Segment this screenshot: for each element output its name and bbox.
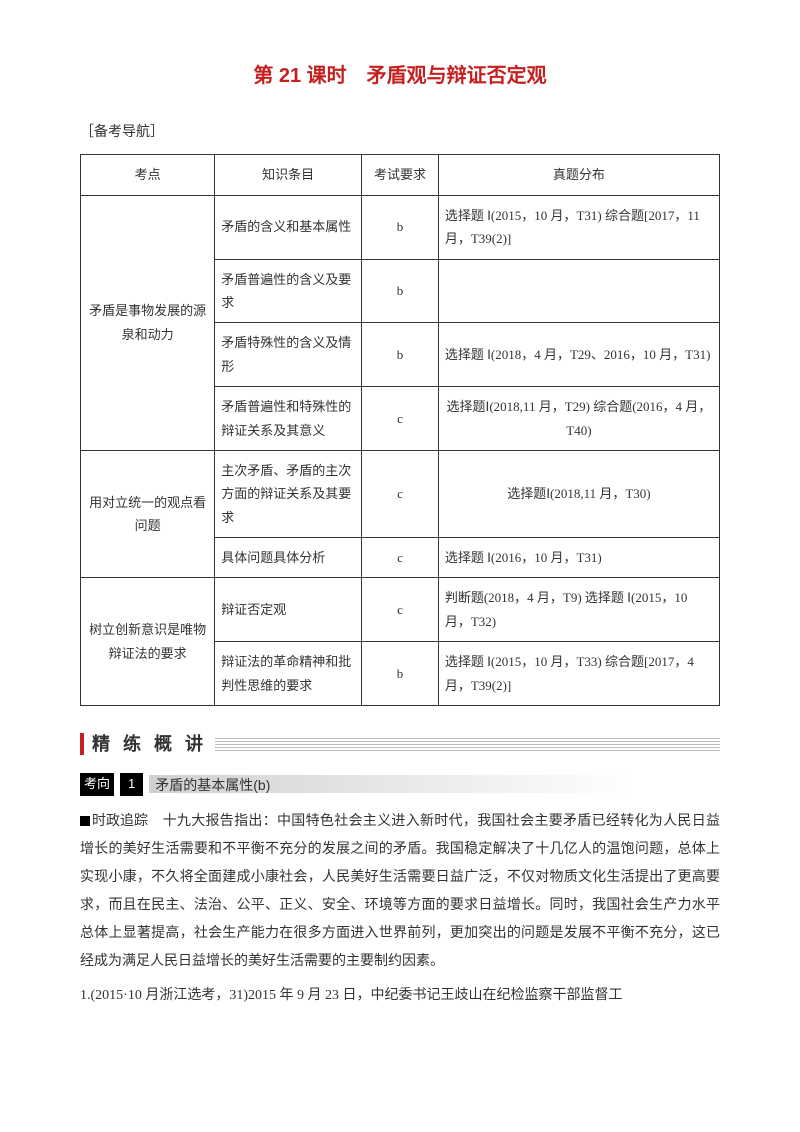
cell-rq: c bbox=[362, 578, 439, 642]
table-row: 树立创新意识是唯物辩证法的要求 辩证否定观 c 判断题(2018，4 月，T9)… bbox=[81, 578, 720, 642]
question-text: 1.(2015·10 月浙江选考，31)2015 年 9 月 23 日，中纪委书… bbox=[80, 982, 720, 1010]
section-hatch bbox=[215, 737, 720, 751]
cell-rq: b bbox=[362, 259, 439, 323]
kaoxiang-title: 矛盾的基本属性(b) bbox=[155, 774, 270, 796]
section-bar: 精 练 概 讲 bbox=[80, 730, 720, 759]
cell-rq: c bbox=[362, 387, 439, 451]
cell-tm: 矛盾普遍性和特殊性的辩证关系及其意义 bbox=[215, 387, 362, 451]
table-header-row: 考点 知识条目 考试要求 真题分布 bbox=[81, 155, 720, 195]
th-kaodian: 考点 bbox=[81, 155, 215, 195]
kaoxiang-label: 考向 bbox=[80, 773, 114, 796]
table-row: 用对立统一的观点看问题 主次矛盾、矛盾的主次方面的辩证关系及其要求 c 选择题Ⅰ… bbox=[81, 450, 720, 537]
cell-tm: 辩证否定观 bbox=[215, 578, 362, 642]
cell-dist: 选择题 Ⅰ(2015，10 月，T33) 综合题[2017，4 月，T39(2)… bbox=[438, 642, 719, 706]
kaoxiang-number: 1 bbox=[120, 773, 143, 796]
cell-dist: 选择题Ⅰ(2018,11 月，T30) bbox=[438, 450, 719, 537]
cell-dist bbox=[438, 259, 719, 323]
cell-dist: 选择题 Ⅰ(2018，4 月，T29、2016，10 月，T31) bbox=[438, 323, 719, 387]
section-label: 精 练 概 讲 bbox=[92, 730, 207, 759]
th-fenbu: 真题分布 bbox=[438, 155, 719, 195]
cell-rq: b bbox=[362, 642, 439, 706]
page-title: 第 21 课时 矛盾观与辩证否定观 bbox=[80, 60, 720, 92]
cell-rq: b bbox=[362, 195, 439, 259]
cell-tm: 具体问题具体分析 bbox=[215, 538, 362, 578]
th-yaoqiu: 考试要求 bbox=[362, 155, 439, 195]
square-bullet-icon bbox=[80, 816, 90, 826]
cell-dist: 选择题Ⅰ(2018,11 月，T29) 综合题(2016，4 月，T40) bbox=[438, 387, 719, 451]
th-tiaomu: 知识条目 bbox=[215, 155, 362, 195]
cell-kp-3: 树立创新意识是唯物辩证法的要求 bbox=[81, 578, 215, 706]
tracking-body: 十九大报告指出：中国特色社会主义进入新时代，我国社会主要矛盾已经转化为人民日益增… bbox=[80, 814, 720, 969]
tracking-paragraph: 时政追踪 十九大报告指出：中国特色社会主义进入新时代，我国社会主要矛盾已经转化为… bbox=[80, 796, 720, 976]
cell-rq: c bbox=[362, 538, 439, 578]
cell-dist: 选择题 Ⅰ(2015，10 月，T31) 综合题[2017，11 月，T39(2… bbox=[438, 195, 719, 259]
cell-kp-1: 矛盾是事物发展的源泉和动力 bbox=[81, 195, 215, 450]
exam-table: 考点 知识条目 考试要求 真题分布 矛盾是事物发展的源泉和动力 矛盾的含义和基本… bbox=[80, 154, 720, 706]
cell-tm: 主次矛盾、矛盾的主次方面的辩证关系及其要求 bbox=[215, 450, 362, 537]
nav-label: ［备考导航］ bbox=[80, 122, 720, 144]
cell-tm: 矛盾特殊性的含义及情形 bbox=[215, 323, 362, 387]
tracking-label: 时政追踪 bbox=[80, 808, 148, 836]
cell-kp-2: 用对立统一的观点看问题 bbox=[81, 450, 215, 578]
cell-tm: 矛盾的含义和基本属性 bbox=[215, 195, 362, 259]
tracking-label-text: 时政追踪 bbox=[92, 814, 148, 829]
cell-rq: b bbox=[362, 323, 439, 387]
cell-tm: 矛盾普遍性的含义及要求 bbox=[215, 259, 362, 323]
cell-rq: c bbox=[362, 450, 439, 537]
section-accent-bar bbox=[80, 733, 84, 755]
table-row: 矛盾是事物发展的源泉和动力 矛盾的含义和基本属性 b 选择题 Ⅰ(2015，10… bbox=[81, 195, 720, 259]
kaoxiang-title-wrap: 矛盾的基本属性(b) bbox=[149, 775, 720, 793]
kaoxiang-header: 考向 1 矛盾的基本属性(b) bbox=[80, 773, 720, 796]
cell-dist: 选择题 Ⅰ(2016，10 月，T31) bbox=[438, 538, 719, 578]
cell-dist: 判断题(2018，4 月，T9) 选择题 Ⅰ(2015，10 月，T32) bbox=[438, 578, 719, 642]
cell-tm: 辩证法的革命精神和批判性思维的要求 bbox=[215, 642, 362, 706]
